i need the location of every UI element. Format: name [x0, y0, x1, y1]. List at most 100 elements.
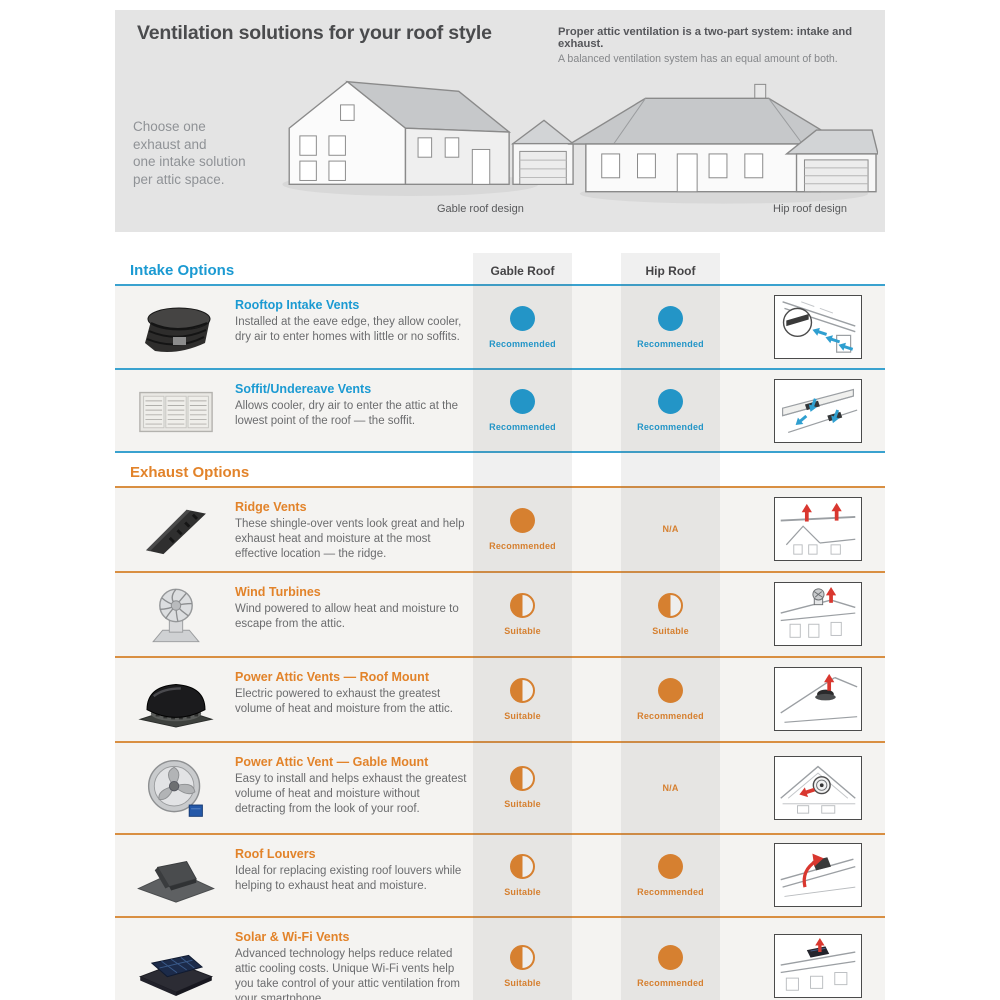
table-row-ridge-vents: Ridge Vents These shingle-over vents loo… [115, 488, 885, 573]
row-description: Advanced technology helps reduce related… [235, 947, 460, 1000]
status-label: Recommended [637, 977, 704, 988]
exhaust-section: Exhaust Options Ridge Vents These shingl… [115, 453, 885, 1000]
intake-header-row: Intake Options Gable Roof Hip Roof [115, 253, 885, 286]
section-heading-intake: Intake Options [130, 262, 235, 279]
status-cell-hip: Recommended [621, 835, 720, 916]
row-title: Power Attic Vent — Gable Mount [235, 754, 429, 769]
status-cell-hip: Recommended [621, 918, 720, 1000]
row-description: Wind powered to allow heat and moisture … [235, 602, 459, 630]
status-dot [658, 305, 683, 331]
row-description: These shingle-over vents look great and … [235, 518, 465, 561]
column-header-gable: Gable Roof [490, 264, 555, 278]
row-title: Soffit/Undereave Vents [235, 382, 372, 396]
table-row-solar-wifi-vents: Solar & Wi-Fi Vents Advanced technology … [115, 917, 885, 1000]
row-description: Ideal for replacing existing roof louver… [235, 864, 462, 892]
status-cell-gable: Suitable [473, 658, 572, 741]
status-label: Suitable [504, 625, 541, 636]
row-description: Electric powered to exhaust the greatest… [235, 687, 453, 715]
hip-roof-label: Hip roof design [773, 203, 847, 215]
status-cell-gable: Suitable [473, 743, 572, 833]
soffit-illustration-icon [773, 378, 862, 443]
status-dot [658, 389, 683, 414]
column-header-hip: Hip Roof [645, 264, 696, 278]
status-dot [510, 677, 535, 703]
rooftop-intake-vent-icon [130, 296, 222, 360]
status-dot [510, 305, 535, 331]
intro-note-sub: A balanced ventilation system has an equ… [558, 53, 838, 65]
table-row-soffit-undereave-vents: Soffit/Undereave Vents Allows cooler, dr… [115, 370, 885, 453]
status-label: Suitable [504, 886, 541, 897]
roof-louver-illustration-icon [773, 843, 862, 908]
section-heading-exhaust: Exhaust Options [130, 464, 250, 481]
ridge-vent-icon [130, 498, 222, 563]
status-dot [658, 592, 683, 618]
status-label: Recommended [637, 422, 704, 432]
status-dot [510, 853, 535, 879]
table-row-wind-turbines: Wind Turbines Wind powered to allow heat… [115, 572, 885, 658]
table-row-rooftop-intake-vents: Rooftop Intake Vents Installed at the ea… [115, 286, 885, 370]
status-cell-hip: N/A [621, 488, 720, 571]
intro-note: Proper attic ventilation is a two-part s… [558, 26, 883, 65]
status-dot [510, 592, 535, 618]
status-label: Recommended [637, 338, 704, 349]
status-label: Recommended [489, 422, 556, 432]
status-cell-hip: Recommended [621, 658, 720, 741]
status-label: N/A [662, 524, 679, 535]
page-title: Ventilation solutions for your roof styl… [137, 22, 492, 44]
status-dot [658, 853, 683, 879]
table-row-power-attic-vent-gable-mount: Power Attic Vent — Gable Mount Easy to i… [115, 742, 885, 835]
status-label: Recommended [637, 886, 704, 897]
comparison-table: Intake Options Gable Roof Hip Roof [115, 253, 885, 1000]
gable-roof-label: Gable roof design [437, 203, 524, 215]
status-cell-gable: Recommended [473, 488, 572, 571]
status-label: Suitable [504, 710, 541, 721]
status-dot [510, 507, 535, 533]
status-cell-gable: Suitable [473, 573, 572, 656]
status-cell-hip: Recommended [621, 370, 720, 451]
status-dot [510, 944, 535, 970]
status-cell-gable: Recommended [473, 370, 572, 451]
power-attic-vent-roof-mount-icon [130, 668, 222, 733]
ridge-vent-illustration-icon [773, 497, 862, 562]
status-dot [658, 677, 683, 703]
status-cell-hip: Recommended [621, 286, 720, 368]
status-cell-gable: Recommended [473, 286, 572, 368]
intro-note-bold: Proper attic ventilation is a two-part s… [558, 26, 853, 50]
status-label: Suitable [652, 625, 689, 636]
row-title: Roof Louvers [235, 846, 316, 861]
roof-mount-vent-illustration-icon [773, 667, 862, 732]
row-title: Solar & Wi-Fi Vents [235, 929, 350, 944]
status-cell-hip: Suitable [621, 573, 720, 656]
status-dot [510, 766, 535, 792]
wind-turbine-illustration-icon [773, 582, 862, 647]
exhaust-header-row: Exhaust Options [115, 453, 885, 488]
row-title: Ridge Vents [235, 500, 307, 514]
table-row-roof-louvers: Roof Louvers Ideal for replacing existin… [115, 834, 885, 918]
status-cell-hip: N/A [621, 743, 720, 833]
row-title: Rooftop Intake Vents [235, 298, 360, 312]
gable-house-illustration [282, 80, 575, 196]
roof-louver-icon [130, 845, 222, 908]
row-title: Power Attic Vents — Roof Mount [235, 669, 429, 684]
choose-note: Choose one exhaust and one intake soluti… [133, 119, 246, 187]
row-description: Installed at the eave edge, they allow c… [235, 316, 462, 344]
status-label: Suitable [504, 799, 541, 810]
rooftop-intake-illustration-icon [773, 295, 862, 359]
wind-turbine-icon [130, 583, 222, 648]
soffit-undereave-vent-icon [130, 380, 222, 443]
solar-vent-illustration-icon [773, 934, 862, 999]
status-label: N/A [662, 782, 679, 793]
status-label: Recommended [637, 710, 704, 721]
power-attic-vent-gable-mount-icon [130, 753, 222, 825]
table-row-power-attic-vents-roof-mount: Power Attic Vents — Roof Mount Electric … [115, 657, 885, 743]
banner: Ventilation solutions for your roof styl… [115, 10, 885, 232]
gable-mount-vent-illustration-icon [773, 755, 862, 820]
row-description: Allows cooler, dry air to enter the atti… [235, 400, 459, 428]
row-title: Wind Turbines [235, 584, 321, 599]
hip-house-illustration [567, 83, 878, 204]
status-dot [658, 944, 683, 970]
row-description: Easy to install and helps exhaust the gr… [235, 772, 467, 815]
status-label: Recommended [489, 338, 556, 349]
status-cell-gable: Suitable [473, 918, 572, 1000]
